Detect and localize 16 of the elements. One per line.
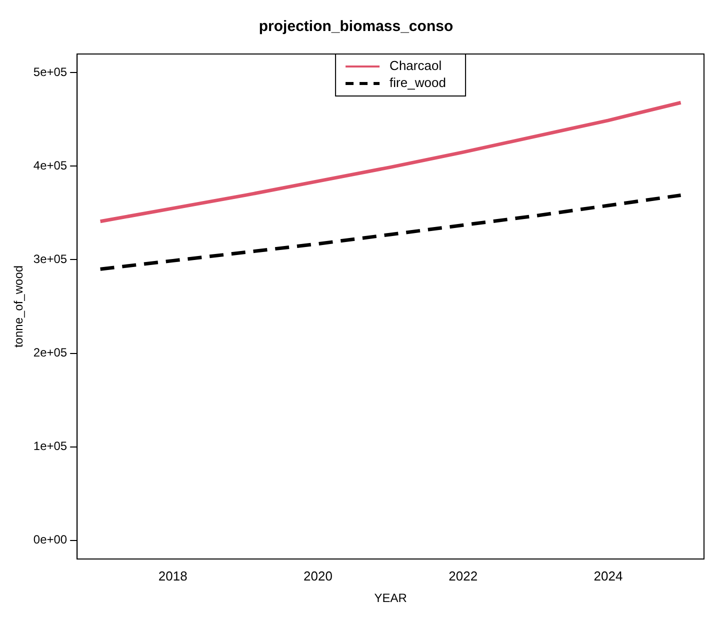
x-axis-title: YEAR bbox=[374, 591, 408, 606]
y-tick-label: 0e+00 bbox=[33, 532, 68, 547]
x-tick-label: 2024 bbox=[594, 568, 623, 584]
y-tick-label: 2e+05 bbox=[33, 346, 68, 360]
x-tick-label: 2022 bbox=[448, 568, 478, 584]
legend-label: fire_wood bbox=[390, 75, 446, 90]
legend-label: Charcaol bbox=[390, 58, 442, 74]
y-axis-title: tonne_of_wood bbox=[12, 265, 26, 348]
y-tick-label: 4e+05 bbox=[33, 158, 68, 173]
y-tick-label: 5e+05 bbox=[33, 65, 68, 80]
y-tick-label: 3e+05 bbox=[33, 252, 68, 266]
chart-title: projection_biomass_conso bbox=[258, 18, 454, 36]
x-tick-label: 2020 bbox=[304, 568, 332, 584]
line-series bbox=[98, 193, 683, 271]
x-tick-label: 2018 bbox=[158, 568, 188, 584]
y-tick-label: 1e+05 bbox=[33, 439, 68, 454]
